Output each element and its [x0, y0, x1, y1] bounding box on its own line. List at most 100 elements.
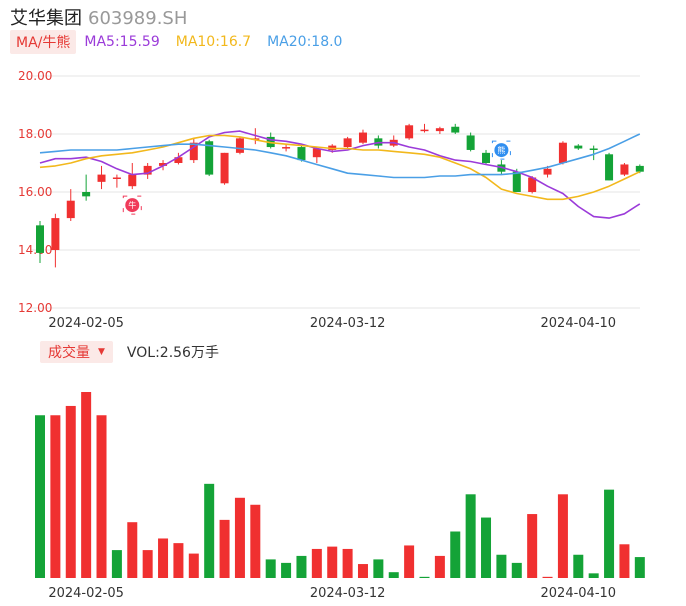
bear-icon — [494, 143, 509, 158]
candle-body — [36, 225, 44, 253]
price-y-tick-label: 16.00 — [18, 185, 52, 199]
volume-bar — [327, 546, 338, 578]
candlestick-series — [36, 123, 644, 268]
ma10-legend-item: MA10:16.7 — [175, 34, 252, 50]
price-x-tick-label: 2024-04-10 — [541, 316, 617, 331]
volume-bar — [511, 562, 522, 578]
ma-toggle-button[interactable]: MA/牛熊 — [10, 30, 77, 54]
candle-body — [128, 174, 137, 187]
price-x-tick-label: 2024-03-12 — [310, 316, 386, 331]
candle-body — [97, 174, 106, 182]
volume-bar — [496, 554, 507, 578]
volume-bar — [265, 559, 276, 578]
volume-bar — [35, 415, 45, 578]
volume-bar — [619, 544, 630, 578]
bear-signal-marker: 熊 — [491, 140, 511, 160]
candle-body — [174, 157, 183, 163]
volume-bar — [158, 538, 169, 578]
candle-body — [66, 200, 75, 219]
volume-bar — [542, 576, 553, 578]
volume-bar — [419, 576, 430, 578]
signal-markers: 牛熊 — [122, 140, 511, 215]
candle-body — [543, 168, 552, 175]
stock-code: 603989.SH — [88, 8, 188, 29]
price-y-tick-label: 12.00 — [18, 301, 52, 315]
candle-body — [282, 147, 291, 149]
ma10-line — [39, 134, 641, 201]
price-y-tick-label: 14.00 — [18, 243, 52, 257]
volume-indicator-label: 成交量 — [48, 345, 90, 361]
candle-body — [405, 125, 414, 139]
volume-x-tick-label: 2024-03-12 — [310, 586, 386, 601]
volume-bar — [234, 497, 245, 578]
candle-body — [589, 148, 598, 150]
candle-body — [620, 164, 629, 175]
ma20-line — [39, 133, 641, 179]
volume-bar — [634, 557, 645, 578]
volume-bar — [250, 504, 261, 578]
volume-bar — [50, 415, 61, 578]
caret-down-icon: ▼ — [98, 347, 105, 357]
ma5-line — [39, 130, 641, 219]
volume-bar — [404, 545, 415, 578]
volume-x-axis: 2024-02-05 2024-03-12 2024-04-10 — [48, 586, 616, 601]
candle-body — [466, 135, 475, 150]
volume-bar — [188, 553, 199, 578]
candle-body — [420, 129, 429, 132]
price-grid — [30, 75, 640, 309]
bull-signal-marker: 牛 — [122, 195, 142, 215]
stock-name: 艾华集团 — [10, 8, 82, 29]
volume-bar — [573, 554, 584, 578]
volume-bar — [357, 564, 368, 578]
volume-bars — [35, 392, 645, 578]
ma20-legend-item: MA20:18.0 — [267, 34, 343, 50]
marker-frame — [122, 195, 142, 215]
volume-bar — [173, 543, 184, 578]
candle-body — [528, 177, 537, 192]
volume-bar — [481, 517, 492, 578]
candle-body — [343, 138, 352, 148]
volume-bar — [450, 531, 461, 578]
marker-frame — [491, 140, 511, 160]
volume-bar — [388, 572, 399, 578]
volume-legend: 成交量 ▼ VOL:2.56万手 — [40, 341, 219, 363]
volume-bar — [604, 489, 615, 578]
candle-body — [435, 128, 444, 132]
price-x-axis: 2024-02-05 2024-03-12 2024-04-10 — [48, 316, 616, 331]
ma5-legend-item: MA5:15.59 — [84, 34, 160, 50]
volume-x-tick-label: 2024-02-05 — [48, 586, 124, 601]
volume-bar — [527, 514, 538, 578]
candle-body — [312, 148, 321, 158]
candle-body — [235, 138, 244, 153]
candle-body — [220, 152, 229, 184]
candle-body — [189, 142, 198, 161]
volume-bar — [311, 548, 322, 578]
candle-body — [159, 163, 168, 166]
candle-body — [297, 147, 306, 161]
volume-bar — [111, 550, 122, 578]
candle-body — [605, 154, 614, 181]
volume-indicator-button[interactable]: 成交量 ▼ — [40, 341, 113, 363]
candle-body — [512, 171, 521, 192]
volume-bar — [96, 415, 107, 578]
volume-value: VOL:2.56万手 — [126, 345, 219, 361]
volume-bar — [219, 519, 230, 578]
volume-bar — [142, 550, 153, 578]
volume-bar — [588, 573, 599, 578]
candle-body — [451, 126, 460, 133]
candle-body — [205, 141, 214, 175]
volume-bar — [65, 405, 76, 578]
volume-bar — [342, 548, 353, 578]
candle-body — [482, 152, 491, 163]
volume-bar — [557, 494, 568, 578]
candle-body — [635, 165, 644, 172]
volume-bar — [434, 555, 445, 578]
volume-bar — [281, 562, 292, 578]
candle-body — [358, 132, 367, 143]
candle-body — [82, 192, 91, 197]
candle-body — [558, 142, 567, 163]
moving-average-lines — [39, 130, 641, 219]
volume-bar — [127, 522, 138, 578]
volume-bar — [204, 483, 215, 578]
